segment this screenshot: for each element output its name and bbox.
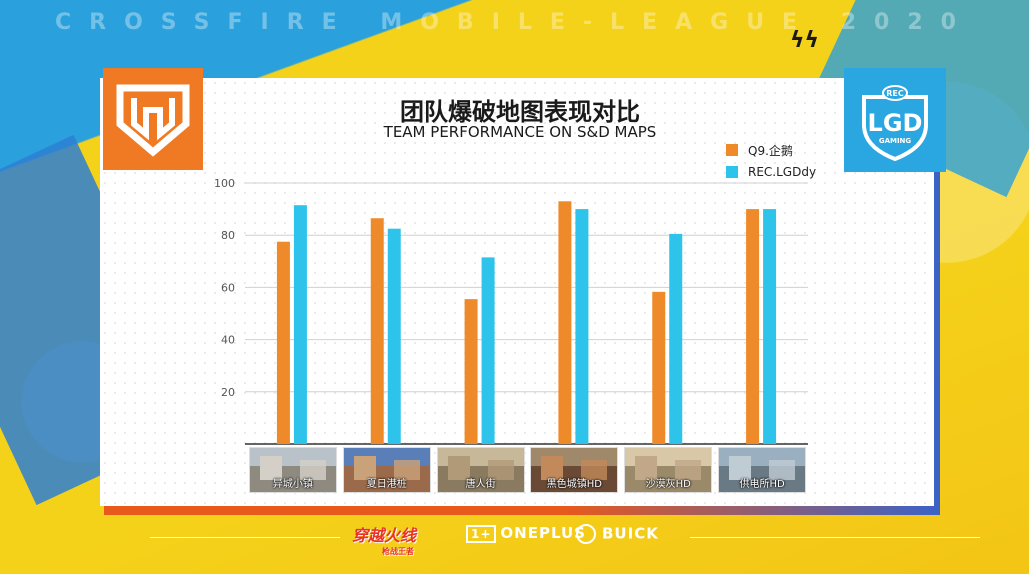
map-thumbnail-5: 供电所HD xyxy=(718,447,807,493)
y-tick-label: 40 xyxy=(221,334,235,347)
legend-label-lgd: REC.LGDdy xyxy=(748,165,817,179)
bar-lgd-1 xyxy=(387,228,401,444)
q9-logo-icon xyxy=(116,84,190,157)
map-thumbnail-4: 沙漠灰HD xyxy=(624,447,713,493)
bar-lgd-4 xyxy=(669,233,683,444)
chart-card xyxy=(100,78,934,506)
footer-divider-left xyxy=(150,537,340,538)
bar-q9-0 xyxy=(276,241,290,444)
bar-lgd-0 xyxy=(293,205,307,444)
map-thumbnail-1: 夏日港桩 xyxy=(342,447,431,493)
crossfire-logo-text: 穿越火线 xyxy=(352,526,417,545)
map-thumbnail-0: 异城小镇 xyxy=(248,447,337,493)
chart-legend: Q9.企鹅 REC.LGDdy xyxy=(726,140,816,184)
x-tick-label: 供电所HD xyxy=(739,479,785,490)
legend-item-lgd: REC.LGDdy xyxy=(726,162,816,182)
x-tick-label: 唐人街 xyxy=(465,479,496,490)
q9-team-logo xyxy=(103,68,203,170)
lgd-logo-icon: REC LGD GAMING xyxy=(862,85,928,162)
y-tick-label: 80 xyxy=(221,229,235,242)
x-tick-label: 黑色城镇HD xyxy=(546,479,603,490)
bar-lgd-5 xyxy=(763,209,777,444)
crossfire-logo-sub: 枪战王者 xyxy=(382,547,414,556)
legend-label-q9: Q9.企鹅 xyxy=(748,143,793,158)
y-tick-label: 100 xyxy=(214,177,235,190)
bar-q9-3 xyxy=(558,201,572,444)
lgd-logo-sub: GAMING xyxy=(879,137,912,145)
y-tick-label: 20 xyxy=(221,386,235,399)
lgd-logo-text: LGD xyxy=(868,109,923,137)
lgd-team-logo: REC LGD GAMING xyxy=(844,68,946,172)
bar-q9-2 xyxy=(464,299,478,444)
oneplus-text: ONEPLUS xyxy=(500,524,586,542)
map-thumbnail-3: 黑色城镇HD xyxy=(530,447,619,493)
lgd-logo-badge: REC xyxy=(886,89,904,98)
oneplus-logo: 1+ ONEPLUS xyxy=(466,524,586,543)
bar-lgd-2 xyxy=(481,257,495,444)
legend-item-q9: Q9.企鹅 xyxy=(726,140,816,160)
league-banner: CROSSFIRE MOBILE-LEAGUE 2020 xyxy=(55,10,974,35)
buick-icon xyxy=(576,524,596,544)
chart-subtitle: TEAM PERFORMANCE ON S&D MAPS xyxy=(383,123,657,141)
footer-divider-right xyxy=(690,537,980,538)
y-tick-label: 60 xyxy=(221,281,235,294)
x-tick-label: 夏日港桩 xyxy=(366,479,407,490)
bar-q9-1 xyxy=(370,218,384,444)
x-tick-label: 异城小镇 xyxy=(272,479,313,490)
legend-swatch-lgd xyxy=(726,166,738,178)
x-tick-label: 沙漠灰HD xyxy=(645,479,691,490)
crossfire-logo: 穿越火线 枪战王者 xyxy=(352,522,452,556)
buick-text: BUICK xyxy=(602,524,659,543)
bar-lgd-3 xyxy=(575,209,589,444)
buick-logo: BUICK xyxy=(576,524,659,544)
chart-title: 团队爆破地图表现对比 xyxy=(400,98,640,126)
map-thumbnail-2: 唐人街 xyxy=(436,447,525,493)
oneplus-icon: 1+ xyxy=(466,525,497,543)
bar-q9-5 xyxy=(746,209,760,444)
bar-q9-4 xyxy=(652,291,666,444)
lightning-icon: ϟϟ xyxy=(790,28,820,53)
legend-swatch-q9 xyxy=(726,144,738,156)
